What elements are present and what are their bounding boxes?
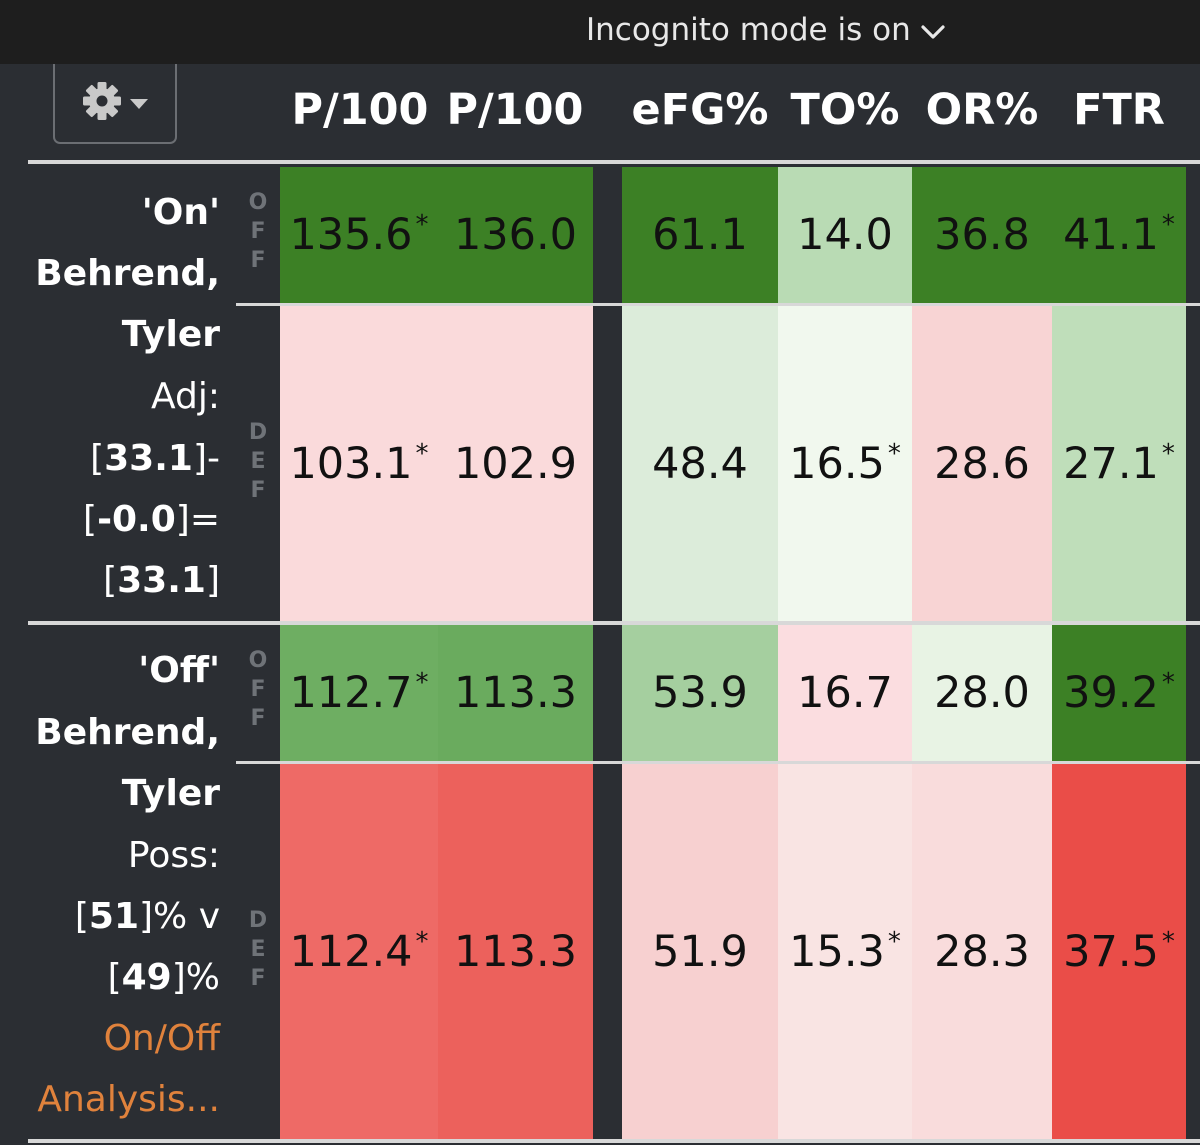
column-header-ftr[interactable]: FTR [1073,85,1165,135]
stat-value: 28.6 [934,438,1030,489]
significance-asterisk: * [415,926,429,957]
stat-value: 37.5 [1063,926,1159,977]
row-label-adj-total: [33.1] [103,560,220,601]
row-label-player-last: Behrend, [35,253,220,294]
stat-value: 113.3 [453,668,578,718]
row-label-poss-off: [49]% [107,957,220,998]
row-label-poss: Poss: [127,835,220,876]
caret-down-icon [130,94,148,113]
significance-asterisk: * [1161,438,1175,469]
stat-cell-offense: 14.0 [778,167,912,303]
row-label-off: 'Off' [138,650,220,691]
row-label-poss-on: [51]% v [74,896,220,937]
stat-cell-defense: 37.5 * [1052,764,1186,1139]
stat-value: 53.9 [652,668,748,718]
stat-cell-defense: 28.6 [912,306,1052,621]
stat-cell-offense: 53.9 [622,625,778,761]
stat-value: 51.9 [652,926,748,977]
section-divider [28,621,1200,625]
stat-cell-defense: 113.3 [438,764,593,1139]
bottom-divider [28,1139,1200,1143]
stat-value: 113.3 [453,926,578,977]
significance-asterisk: * [1161,926,1175,957]
settings-dropdown-button[interactable] [53,64,177,144]
column-header-p100-1[interactable]: P/100 [291,85,429,135]
section2-off-def-divider [236,761,1200,764]
stat-cell-offense: 61.1 [622,167,778,303]
incognito-indicator[interactable]: Incognito mode is on [586,8,945,52]
stat-cell-defense: 15.3 * [778,764,912,1139]
row-label-adj-on: [33.1]- [90,438,220,479]
row-label-player-first: Tyler [121,314,220,355]
column-header-efg[interactable]: eFG% [631,85,769,135]
stat-cell-offense: 113.3 [438,625,593,761]
stat-cell-offense: 16.7 [778,625,912,761]
significance-asterisk: * [887,926,901,957]
on-off-analysis-link-cont[interactable]: Analysis... [37,1079,220,1120]
stat-cell-defense: 48.4 [622,306,778,621]
stat-value: 48.4 [652,438,748,489]
header-divider [28,160,1200,164]
stat-value: 41.1 [1063,210,1159,260]
stat-value: 28.3 [934,926,1030,977]
row-label-adj: Adj: [151,376,220,417]
stat-cell-defense: 51.9 [622,764,778,1139]
stat-cell-defense: 102.9 [438,306,593,621]
stat-value: 15.3 [789,926,885,977]
stat-cell-offense: 28.0 [912,625,1052,761]
stat-value: 27.1 [1063,438,1159,489]
row-label-player-first: Tyler [121,773,220,814]
significance-asterisk: * [415,210,429,240]
row-label-on: 'On' [141,192,220,233]
stat-cell-offense: 112.7 * [280,625,438,761]
stat-value: 28.0 [934,668,1030,718]
significance-asterisk: * [415,668,429,698]
stat-cell-defense: 103.1 * [280,306,438,621]
significance-asterisk: * [887,438,901,469]
stat-value: 61.1 [652,210,748,260]
column-header-to[interactable]: TO% [790,85,900,135]
on-off-analysis-link[interactable]: On/Off [103,1018,220,1059]
incognito-text: Incognito mode is on [586,12,911,48]
stat-cell-offense: 135.6 * [280,167,438,303]
stat-value: 112.4 [289,926,413,977]
stat-cell-defense: 112.4 * [280,764,438,1139]
stat-cell-offense: 136.0 [438,167,593,303]
stat-value: 14.0 [797,210,893,260]
stat-value: 16.5 [789,438,885,489]
stat-cell-offense: 41.1 * [1052,167,1186,303]
stat-value: 39.2 [1063,668,1159,718]
stat-cell-defense: 16.5 * [778,306,912,621]
stat-value: 102.9 [453,438,578,489]
stat-value: 16.7 [797,668,893,718]
stat-value: 135.6 [289,210,413,260]
section1-off-def-divider [236,303,1200,306]
significance-asterisk: * [1161,668,1175,698]
stat-value: 112.7 [289,668,413,718]
browser-top-bar: Incognito mode is on [0,0,1200,64]
stat-cell-defense: 28.3 [912,764,1052,1139]
stat-cell-defense: 27.1 * [1052,306,1186,621]
significance-asterisk: * [415,438,429,469]
stat-value: 36.8 [934,210,1030,260]
row-label-adj-off: [-0.0]= [83,499,220,540]
significance-asterisk: * [1161,210,1175,240]
stat-cell-offense: 39.2 * [1052,625,1186,761]
row-label-player-last: Behrend, [35,712,220,753]
column-header-or[interactable]: OR% [925,85,1039,135]
gear-icon [82,81,122,125]
stat-value: 136.0 [453,210,578,260]
column-header-p100-2[interactable]: P/100 [446,85,584,135]
stat-value: 103.1 [289,438,413,489]
stat-cell-offense: 36.8 [912,167,1052,303]
chevron-down-icon [921,8,945,52]
